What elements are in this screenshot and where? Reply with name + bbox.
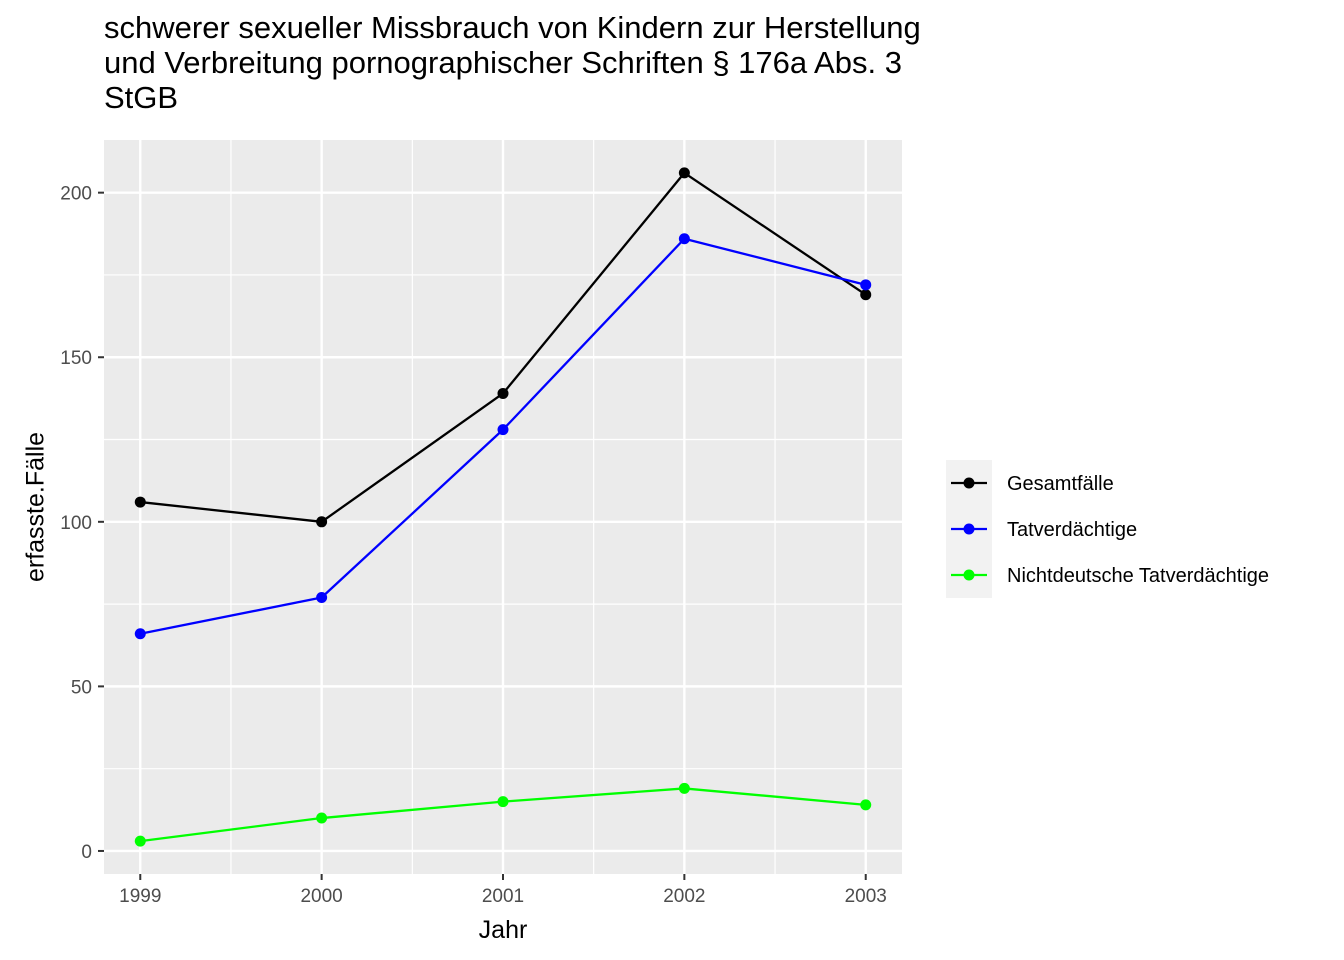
data-point xyxy=(678,167,690,179)
chart-title-line-3: StGB xyxy=(104,80,179,115)
data-point xyxy=(316,592,328,604)
chart-title-line-2: und Verbreitung pornographischer Schrift… xyxy=(104,45,902,80)
data-point xyxy=(860,799,872,811)
series-layer xyxy=(134,167,872,847)
legend-item: Gesamtfälle xyxy=(951,473,1114,495)
y-tick-label: 200 xyxy=(60,184,92,205)
legend-key-point xyxy=(963,477,975,489)
legend-item: Nichtdeutsche Tatverdächtige xyxy=(951,565,1269,587)
x-tick-label: 2001 xyxy=(482,886,524,907)
legend-key-point xyxy=(963,569,975,581)
data-point xyxy=(134,835,146,847)
x-tick-label: 2002 xyxy=(663,886,705,907)
data-point xyxy=(134,628,146,640)
data-point xyxy=(497,424,509,436)
data-point xyxy=(497,796,509,808)
data-point xyxy=(860,289,872,301)
axis-ticks xyxy=(98,191,867,880)
y-tick-label: 0 xyxy=(81,842,92,863)
x-tick-label: 2000 xyxy=(300,886,342,907)
legend-item: Tatverdächtige xyxy=(951,519,1137,541)
y-tick-label: 150 xyxy=(60,348,92,369)
legend: Gesamtfälle Tatverdächtige Nichtdeutsche T… xyxy=(946,460,1269,598)
data-point xyxy=(316,812,328,824)
x-axis-tick-labels: 1999 2000 2001 2002 2003 xyxy=(119,886,887,907)
chart-title: schwerer sexueller Missbrauch von Kinder… xyxy=(104,10,921,115)
x-tick-label: 1999 xyxy=(119,886,161,907)
legend-label: Tatverdächtige xyxy=(1007,519,1137,541)
x-axis-title: Jahr xyxy=(479,916,528,944)
data-point xyxy=(678,233,690,245)
chart-title-line-1: schwerer sexueller Missbrauch von Kinder… xyxy=(104,10,921,45)
legend-label: Gesamtfälle xyxy=(1007,473,1114,495)
y-tick-label: 50 xyxy=(71,677,92,698)
major-gridlines xyxy=(104,140,902,874)
legend-label: Nichtdeutsche Tatverdächtige xyxy=(1007,565,1269,587)
series-1 xyxy=(134,167,872,528)
data-point xyxy=(134,496,146,508)
series-2 xyxy=(134,233,872,640)
x-tick-label: 2003 xyxy=(845,886,887,907)
y-tick-label: 100 xyxy=(60,513,92,534)
data-point xyxy=(316,516,328,528)
data-point xyxy=(497,387,509,399)
data-point xyxy=(860,279,872,291)
data-point xyxy=(678,782,690,794)
series-3 xyxy=(134,782,872,847)
y-axis-title: erfasste.Fälle xyxy=(22,432,50,582)
legend-key-point xyxy=(963,523,975,535)
y-axis-tick-labels: 0 50 100 150 200 xyxy=(60,184,92,863)
